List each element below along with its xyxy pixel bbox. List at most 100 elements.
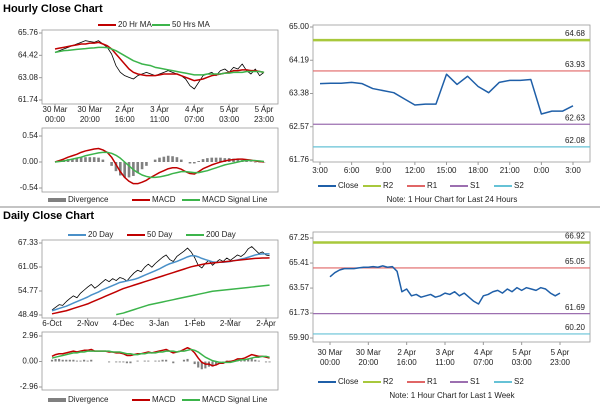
legend-label: Close <box>338 377 359 386</box>
x-tick-label: 07:00 <box>184 115 205 124</box>
divergence-bar <box>65 359 68 362</box>
divergence-bar <box>75 158 79 162</box>
chart-note: Note: 1 Hour Chart for Last 1 Week <box>389 391 515 400</box>
chart-note: Note: 1 Hour Chart for Last 24 Hours <box>387 195 518 204</box>
divergence-bar <box>171 156 174 162</box>
x-tick-label: 3:00 <box>312 166 328 175</box>
divergence-bar <box>79 157 83 162</box>
x-tick-label: 9:00 <box>375 166 391 175</box>
y-tick-label: 63.57 <box>289 283 310 292</box>
divergence-bar <box>179 159 183 162</box>
x-tick-label: 5 Apr <box>551 348 570 357</box>
legend-label: Divergence <box>68 395 109 404</box>
series-line <box>54 151 265 179</box>
legend-label: 20 Hr MA <box>118 20 152 29</box>
x-tick-label: 23:00 <box>254 115 275 124</box>
legend-label: MACD <box>152 195 176 204</box>
divergence-bar <box>147 360 150 362</box>
divergence-bar <box>162 156 166 162</box>
divergence-bar <box>197 361 200 368</box>
series-line <box>329 265 561 305</box>
divergence-bar <box>182 359 186 362</box>
divergence-bar <box>200 361 203 370</box>
x-tick-label: 21:00 <box>500 166 521 175</box>
y-tick-label: 62.57 <box>289 122 310 131</box>
x-tick-label: 0:00 <box>534 166 550 175</box>
section-title: Hourly Close Chart <box>3 3 103 15</box>
y-tick-label: 65.00 <box>289 22 310 31</box>
x-tick-label: 30 Mar <box>356 348 381 357</box>
plot-frame <box>41 239 279 319</box>
y-tick-label: 65.41 <box>289 258 310 267</box>
y-tick-label: 65.76 <box>18 28 39 37</box>
divergence-bar <box>188 162 192 164</box>
divergence-bar <box>140 162 144 170</box>
legend-label: S1 <box>470 377 480 386</box>
divergence-bar <box>136 162 140 174</box>
divergence-bar <box>268 361 271 363</box>
divergence-bar <box>79 360 82 362</box>
divergence-bar <box>143 360 146 362</box>
x-tick-label: 4 Apr <box>474 348 493 357</box>
level-label: 62.63 <box>565 113 586 122</box>
divergence-bar <box>83 359 86 362</box>
divergence-bar <box>219 157 222 162</box>
series-line <box>54 147 265 185</box>
series-line <box>319 73 574 115</box>
divergence-bar <box>204 361 207 369</box>
divergence-bar <box>186 358 189 362</box>
x-tick-label: 2 Apr <box>115 105 134 114</box>
level-label: 61.69 <box>565 303 586 312</box>
legend-label: R1 <box>427 181 438 190</box>
x-tick-label: 16:00 <box>397 358 418 367</box>
y-tick-label: 64.42 <box>18 50 39 59</box>
x-tick-label: 12:00 <box>405 166 426 175</box>
legend-label: S1 <box>470 181 480 190</box>
divergence-bar <box>201 159 205 162</box>
x-tick-label: 20:00 <box>358 358 379 367</box>
divergence-bar <box>75 360 79 362</box>
divergence-bar <box>72 359 75 362</box>
legend-label: S2 <box>514 181 524 190</box>
divergence-bar <box>92 157 96 162</box>
level-label: 60.20 <box>565 323 586 332</box>
divergence-bar <box>211 361 214 367</box>
legend-label: Divergence <box>68 195 109 204</box>
y-tick-label: -2.96 <box>20 382 39 391</box>
divergence-bar <box>145 162 148 166</box>
x-tick-label: 11:00 <box>435 358 455 367</box>
x-tick-label: 03:00 <box>512 358 533 367</box>
x-tick-label: 5 Apr <box>255 105 274 114</box>
divergence-bar <box>236 159 240 162</box>
x-tick-label: 03:00 <box>219 115 240 124</box>
divergence-bar <box>257 360 260 362</box>
divergence-bar <box>154 360 157 362</box>
divergence-bar <box>153 159 157 162</box>
x-tick-label: 6-Oct <box>42 319 62 328</box>
y-tick-label: 48.49 <box>18 310 39 319</box>
divergence-bar <box>114 162 118 172</box>
divergence-bar <box>250 358 253 362</box>
divergence-bar <box>254 359 257 362</box>
divergence-bar <box>119 162 122 176</box>
level-label: 62.08 <box>565 136 586 145</box>
x-tick-label: 16:00 <box>115 115 136 124</box>
divergence-bar <box>210 157 214 162</box>
y-tick-label: 61.76 <box>289 155 310 164</box>
divergence-bar <box>86 360 89 362</box>
divergence-bar <box>50 359 54 362</box>
divergence-bar <box>172 361 175 364</box>
divergence-bar <box>84 157 87 162</box>
y-tick-label: -0.54 <box>20 183 39 192</box>
x-tick-label: 30 Mar <box>43 105 68 114</box>
level-label: 65.05 <box>565 257 586 266</box>
y-tick-label: 59.90 <box>289 333 310 342</box>
x-tick-label: 2-Apr <box>256 319 276 328</box>
y-tick-label: 67.33 <box>18 238 39 247</box>
level-label: 64.68 <box>565 29 586 38</box>
y-tick-label: 61.73 <box>289 308 310 317</box>
divergence-bar <box>110 162 113 166</box>
y-tick-label: 0.00 <box>22 157 38 166</box>
